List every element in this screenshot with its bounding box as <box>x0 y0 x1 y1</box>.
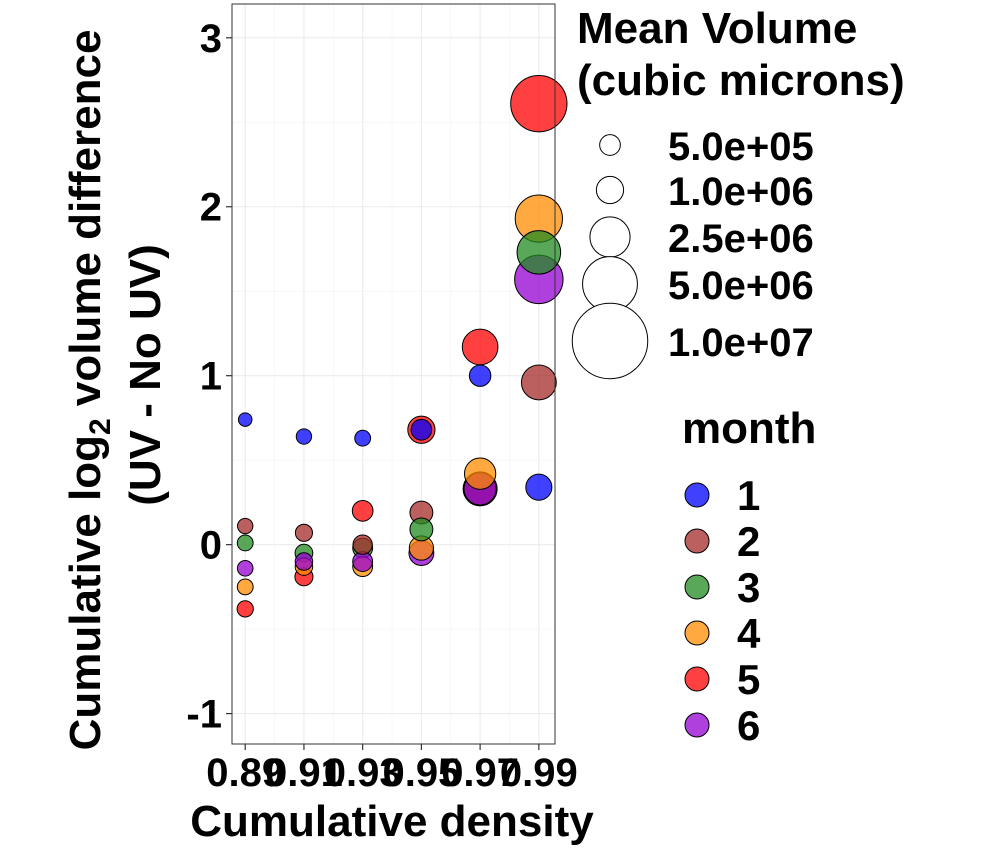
y-axis-title-main: Cumulative log <box>61 435 110 750</box>
data-point-month-5 <box>351 500 374 522</box>
y-tick-label: 0 <box>200 524 222 568</box>
size-legend-label: 5.0e+06 <box>668 264 814 308</box>
y-axis-title: Cumulative log2 volume difference <box>61 30 117 751</box>
size-legend-keys: 5.0e+051.0e+062.5e+065.0e+06 1.0e+07 <box>571 125 814 380</box>
data-point-month-3 <box>516 230 562 275</box>
data-point-month-1 <box>410 418 433 441</box>
y-axis-title-rest: volume difference <box>61 30 110 419</box>
x-tick-label: 0.93 <box>324 751 402 795</box>
color-legend-label: 6 <box>737 702 760 749</box>
data-point-month-4 <box>463 457 497 490</box>
data-point-month-3 <box>236 534 254 552</box>
data-point-month-2 <box>520 364 557 401</box>
y-tick-label: 1 <box>200 355 222 399</box>
y-tick-label: 2 <box>200 186 222 230</box>
x-axis: 0.890.910.930.950.970.99 <box>206 744 578 795</box>
size-legend-label: 2.5e+06 <box>668 217 814 261</box>
color-legend-label: 5 <box>737 656 760 703</box>
size-legend-title-line1: Mean Volume <box>577 4 857 53</box>
x-axis-title: Cumulative density <box>190 797 594 846</box>
y-tick-label: -1 <box>186 693 222 737</box>
color-legend-key-month-1 <box>684 482 710 508</box>
size-legend-key <box>599 134 621 156</box>
size-legend-title-line2: (cubic microns) <box>577 56 905 105</box>
y-axis-title-subscript: 2 <box>84 418 117 435</box>
data-point-month-1 <box>354 429 372 447</box>
data-point-month-3 <box>409 517 434 542</box>
size-legend-key <box>589 216 631 258</box>
color-legend-label: 4 <box>737 610 761 657</box>
size-legend-label: 5.0e+05 <box>668 125 814 169</box>
plot-panel-border <box>231 3 556 745</box>
data-point-month-1 <box>295 428 313 445</box>
data-point-month-5 <box>510 75 568 133</box>
size-legend-key <box>595 175 625 205</box>
data-point-month-1 <box>468 364 492 387</box>
data-point-month-6 <box>236 559 254 577</box>
size-legend-label: 1.0e+06 <box>668 170 814 214</box>
color-legend-key-month-3 <box>684 574 710 600</box>
size-legend-key <box>571 302 649 380</box>
x-tick-label: 0.99 <box>500 751 578 795</box>
data-point-month-5 <box>236 600 254 618</box>
data-point-month-5 <box>461 328 499 366</box>
color-legend-key-month-6 <box>684 712 710 738</box>
color-legend-title: month <box>682 404 816 453</box>
data-point-month-1 <box>525 473 553 501</box>
y-axis-title-line2: (UV - No UV) <box>121 244 170 506</box>
color-legend-key-month-4 <box>684 620 710 646</box>
color-legend-label: 2 <box>737 518 760 565</box>
data-point-month-4 <box>236 578 254 596</box>
color-legend-label: 1 <box>737 472 760 519</box>
x-tick-label: 0.89 <box>206 751 284 795</box>
y-axis: -1 0 1 2 3 <box>186 17 232 737</box>
data-point-month-2 <box>294 523 314 542</box>
color-legend-key-month-2 <box>684 528 710 554</box>
data-points <box>236 75 568 618</box>
data-point-month-2 <box>237 517 254 535</box>
size-legend-label: 1.0e+07 <box>668 321 814 365</box>
color-legend-key-month-5 <box>684 666 710 692</box>
size-legend: Mean Volume (cubic microns) 5.0e+051.0e+… <box>571 4 905 380</box>
x-tick-label: 0.91 <box>265 751 343 795</box>
color-legend-label: 3 <box>737 564 760 611</box>
y-tick-label: 3 <box>200 17 222 61</box>
data-point-month-1 <box>237 412 253 427</box>
x-tick-label: 0.97 <box>441 751 519 795</box>
data-point-month-6 <box>294 552 314 571</box>
grid-lines <box>232 4 555 744</box>
data-point-month-2 <box>352 534 373 555</box>
x-tick-label: 0.95 <box>382 751 460 795</box>
